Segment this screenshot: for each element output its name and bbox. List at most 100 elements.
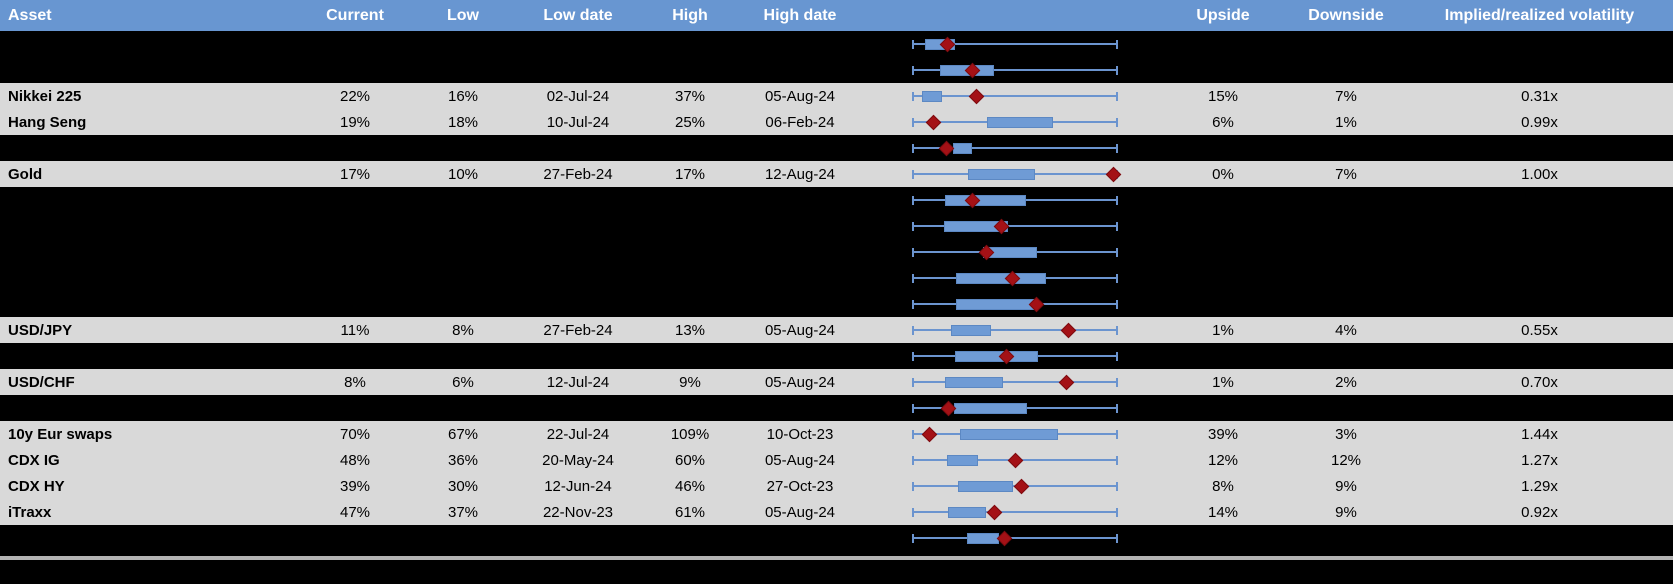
chart-row	[0, 57, 1673, 83]
current-diamond-marker-icon	[997, 530, 1013, 546]
high-date-value: 10-Oct-23	[766, 425, 834, 443]
whisker-cap-right	[1116, 247, 1118, 257]
low-date-value	[516, 239, 640, 265]
range-plot	[860, 213, 1160, 239]
col-header-high-date: High date	[763, 6, 837, 24]
current-diamond-marker-icon	[1060, 322, 1076, 338]
asset-label	[0, 265, 300, 291]
low-date-value: 27-Feb-24	[543, 321, 613, 339]
low-value: 37%	[447, 503, 479, 521]
range-box	[987, 116, 1053, 128]
current-value: 22%	[339, 87, 371, 105]
implied-realized-ratio-value	[1406, 31, 1673, 57]
low-date-value	[516, 135, 640, 161]
implied-realized-ratio-value: 1.44x	[1521, 425, 1558, 443]
implied-realized-ratio-value: 1.27x	[1521, 451, 1558, 469]
whisker-cap-right	[1116, 377, 1118, 387]
bottom-separator-line	[0, 556, 1673, 560]
whisker-cap-left	[912, 247, 914, 257]
asset-label	[0, 343, 300, 369]
range-plot	[860, 343, 1160, 369]
current-value	[300, 265, 410, 291]
col-header-chart	[860, 0, 1160, 31]
implied-realized-ratio-value: 0.31x	[1521, 87, 1558, 105]
asset-label	[0, 31, 300, 57]
low-date-value	[516, 395, 640, 421]
high-value	[640, 525, 740, 551]
whisker-cap-right	[1116, 299, 1118, 309]
current-diamond-marker-icon	[1058, 374, 1074, 390]
low-value	[410, 213, 516, 239]
low-date-value: 22-Jul-24	[546, 425, 610, 443]
range-plot	[860, 187, 1160, 213]
high-value: 109%	[670, 425, 710, 443]
chart-row	[0, 213, 1673, 239]
low-value	[410, 57, 516, 83]
whisker-cap-right	[1116, 221, 1118, 231]
implied-realized-ratio-value	[1406, 525, 1673, 551]
asset-label: 10y Eur swaps	[8, 425, 113, 443]
table-row: Hang Seng 19% 18% 10-Jul-24 25% 06-Feb-24 6% 1%…	[0, 109, 1673, 135]
whisker-cap-right	[1116, 91, 1118, 101]
range-box	[944, 376, 1003, 388]
implied-realized-ratio-value: 1.29x	[1521, 477, 1558, 495]
upside-value	[1160, 343, 1286, 369]
current-value	[300, 525, 410, 551]
downside-value	[1286, 57, 1406, 83]
range-plot	[860, 291, 1160, 317]
range-plot	[860, 447, 1160, 473]
downside-value	[1286, 31, 1406, 57]
low-value: 67%	[447, 425, 479, 443]
col-header-downside: Downside	[1308, 6, 1384, 24]
whisker-line	[913, 329, 1117, 331]
high-date-value	[740, 291, 860, 317]
current-value: 17%	[339, 165, 371, 183]
low-value: 8%	[452, 321, 474, 339]
high-value	[640, 239, 740, 265]
implied-realized-ratio-value: 1.00x	[1521, 165, 1558, 183]
downside-value	[1286, 343, 1406, 369]
whisker-cap-left	[912, 221, 914, 231]
chart-row	[0, 135, 1673, 161]
table-row: USD/JPY 11% 8% 27-Feb-24 13% 05-Aug-24 1% 4% 0.5…	[0, 317, 1673, 343]
upside-value	[1160, 187, 1286, 213]
chart-row	[0, 265, 1673, 291]
whisker-line	[913, 43, 1117, 45]
whisker-line	[913, 537, 1117, 539]
current-value	[300, 135, 410, 161]
whisker-cap-left	[912, 325, 914, 335]
col-header-high: High	[672, 6, 708, 24]
asset-label: Nikkei 225	[8, 87, 82, 105]
whisker-cap-left	[912, 403, 914, 413]
asset-label	[0, 135, 300, 161]
range-plot	[860, 317, 1160, 343]
downside-value: 7%	[1335, 165, 1357, 183]
high-value	[640, 31, 740, 57]
range-plot	[860, 499, 1160, 525]
whisker-cap-left	[912, 39, 914, 49]
low-value	[410, 291, 516, 317]
high-value	[640, 213, 740, 239]
upside-value: 0%	[1212, 165, 1234, 183]
asset-label	[0, 239, 300, 265]
downside-value	[1286, 525, 1406, 551]
chart-row	[0, 525, 1673, 551]
upside-value	[1160, 31, 1286, 57]
low-value: 36%	[447, 451, 479, 469]
low-date-value: 27-Feb-24	[543, 165, 613, 183]
high-value: 9%	[679, 373, 701, 391]
range-plot	[860, 239, 1160, 265]
whisker-cap-left	[912, 65, 914, 75]
current-value: 47%	[339, 503, 371, 521]
range-box	[950, 324, 991, 336]
implied-realized-ratio-value	[1406, 291, 1673, 317]
current-value	[300, 343, 410, 369]
range-plot	[860, 265, 1160, 291]
upside-value: 15%	[1207, 87, 1239, 105]
implied-realized-ratio-value	[1406, 395, 1673, 421]
low-date-value	[516, 213, 640, 239]
implied-realized-ratio-value: 0.99x	[1521, 113, 1558, 131]
low-value: 6%	[452, 373, 474, 391]
whisker-cap-left	[912, 429, 914, 439]
